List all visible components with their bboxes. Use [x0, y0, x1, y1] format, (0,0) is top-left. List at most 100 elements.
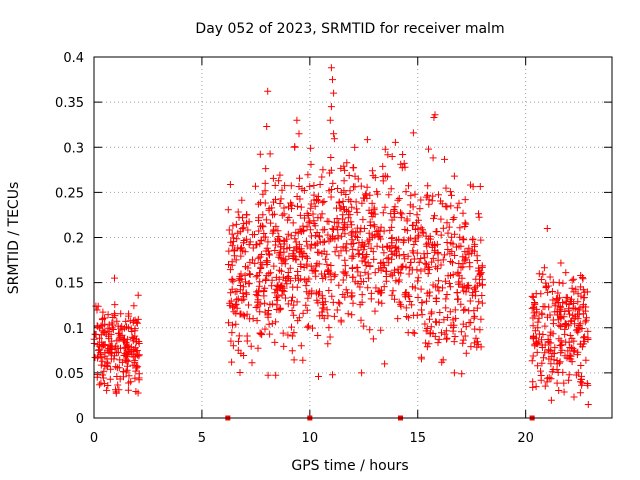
data-point-outlier — [329, 76, 336, 84]
data-point — [557, 314, 565, 321]
data-point — [561, 320, 569, 328]
data-point — [229, 277, 237, 285]
data-point — [94, 340, 102, 348]
data-point — [113, 364, 121, 372]
y-tick-label: 0.4 — [63, 51, 84, 66]
data-point — [461, 196, 469, 204]
data-point — [319, 226, 327, 234]
data-point — [388, 153, 396, 160]
data-point — [228, 276, 236, 284]
data-point — [323, 260, 331, 268]
data-point — [317, 214, 325, 222]
data-point-outlier — [291, 143, 299, 151]
data-point — [269, 174, 277, 182]
data-point — [263, 261, 271, 268]
data-points — [90, 64, 592, 408]
data-point — [388, 250, 396, 258]
data-point — [414, 294, 422, 301]
data-point — [329, 371, 336, 379]
data-point — [285, 214, 293, 221]
data-point — [263, 244, 271, 252]
data-point — [566, 332, 574, 339]
data-point — [110, 310, 118, 318]
plot-frame — [93, 56, 613, 419]
data-point — [356, 283, 364, 291]
data-point — [307, 144, 315, 152]
data-point — [578, 379, 586, 387]
data-point — [560, 379, 568, 387]
data-point — [306, 182, 314, 190]
data-point — [296, 195, 304, 203]
data-point — [256, 150, 264, 158]
data-point — [257, 330, 265, 338]
data-point — [304, 294, 312, 302]
data-point — [549, 296, 557, 304]
data-point — [327, 276, 335, 284]
data-point — [103, 363, 111, 371]
data-point — [336, 300, 344, 308]
data-point-outlier — [584, 401, 592, 408]
data-point — [569, 311, 577, 319]
data-point — [91, 330, 99, 338]
data-point — [390, 206, 398, 213]
data-point — [109, 326, 117, 333]
data-point — [446, 188, 454, 196]
data-point — [241, 271, 249, 279]
data-point — [335, 252, 343, 260]
data-point — [232, 320, 240, 328]
data-point — [386, 226, 394, 234]
data-point — [370, 204, 378, 212]
data-point — [238, 244, 245, 252]
data-point — [349, 299, 357, 307]
data-point — [437, 261, 445, 269]
data-point — [363, 136, 371, 144]
data-point — [283, 280, 291, 288]
data-point — [568, 317, 576, 325]
data-point — [104, 311, 112, 319]
data-point — [252, 304, 260, 311]
data-point — [459, 253, 467, 261]
data-point — [340, 177, 348, 185]
data-point — [347, 229, 355, 237]
data-point — [271, 182, 279, 189]
data-point — [239, 283, 247, 291]
data-point — [349, 245, 357, 253]
data-point — [135, 370, 143, 378]
data-point — [290, 247, 298, 255]
data-point — [234, 229, 242, 237]
data-point — [367, 289, 375, 297]
data-point — [304, 212, 312, 219]
data-point — [546, 331, 554, 339]
y-tick-label: 0.2 — [63, 232, 84, 247]
data-point — [345, 172, 353, 179]
data-point — [439, 284, 446, 292]
data-point — [232, 220, 240, 228]
data-point — [285, 252, 293, 260]
data-point — [122, 317, 130, 325]
data-point — [255, 287, 263, 295]
data-point — [565, 371, 573, 379]
data-point — [432, 228, 440, 236]
data-point — [106, 375, 114, 383]
data-point — [326, 333, 334, 341]
data-point — [251, 259, 259, 267]
data-point — [335, 281, 343, 289]
data-point — [335, 219, 343, 227]
data-point — [267, 269, 275, 277]
data-point — [328, 186, 335, 193]
data-point — [270, 198, 277, 206]
data-point — [551, 344, 559, 352]
data-point — [295, 314, 303, 322]
data-point — [125, 372, 133, 380]
data-point — [554, 369, 562, 376]
data-point — [528, 357, 536, 365]
data-point — [346, 187, 354, 195]
data-point — [114, 381, 122, 389]
data-point — [238, 296, 246, 304]
data-point — [449, 327, 457, 335]
data-point — [99, 308, 107, 316]
data-point — [130, 335, 138, 342]
data-point — [472, 275, 480, 283]
data-point — [280, 210, 288, 218]
data-point — [414, 274, 422, 282]
